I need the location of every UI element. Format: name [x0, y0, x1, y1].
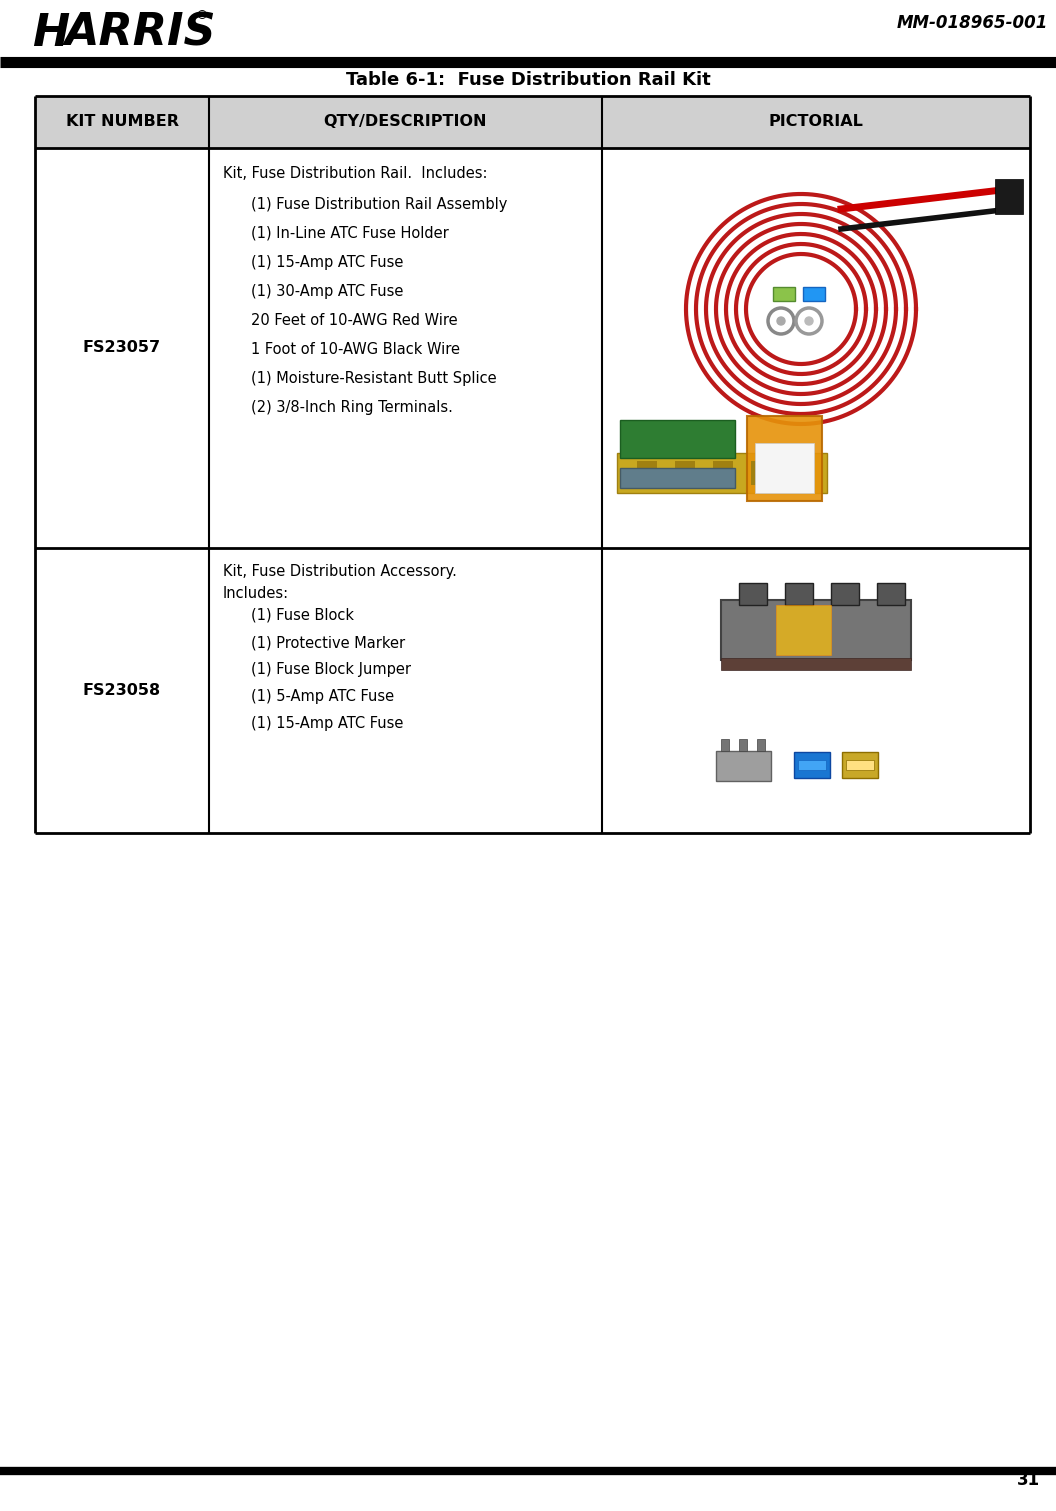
Bar	[831, 583, 859, 604]
Text: ®: ®	[195, 9, 207, 23]
Text: (1) Fuse Block Jumper: (1) Fuse Block Jumper	[251, 662, 411, 677]
Text: (1) 15-Amp ATC Fuse: (1) 15-Amp ATC Fuse	[251, 255, 403, 270]
Text: PICTORIAL: PICTORIAL	[769, 115, 864, 130]
Bar	[739, 583, 767, 604]
Text: (1) Protective Marker: (1) Protective Marker	[251, 635, 406, 650]
Bar	[751, 461, 771, 485]
Bar	[776, 604, 831, 654]
Text: Kit, Fuse Distribution Rail.  Includes:: Kit, Fuse Distribution Rail. Includes:	[223, 166, 488, 181]
Bar	[876, 583, 905, 604]
Bar	[995, 178, 1023, 215]
Text: (1) In-Line ATC Fuse Holder: (1) In-Line ATC Fuse Holder	[251, 227, 449, 240]
Text: (1) 30-Amp ATC Fuse: (1) 30-Amp ATC Fuse	[251, 284, 403, 299]
Bar	[35, 148, 1030, 548]
Text: FS23058: FS23058	[83, 683, 162, 698]
Bar	[35, 548, 1030, 833]
Bar	[773, 287, 795, 301]
Text: 20 Feet of 10-AWG Red Wire: 20 Feet of 10-AWG Red Wire	[251, 313, 457, 328]
Bar	[35, 97, 1030, 148]
Bar	[721, 600, 911, 660]
Text: (1) Fuse Distribution Rail Assembly: (1) Fuse Distribution Rail Assembly	[251, 196, 507, 212]
Bar	[620, 468, 735, 488]
Text: MM-018965-001: MM-018965-001	[897, 14, 1048, 32]
Bar	[842, 752, 878, 778]
Text: Kit, Fuse Distribution Accessory.: Kit, Fuse Distribution Accessory.	[223, 564, 457, 579]
Text: (2) 3/8-Inch Ring Terminals.: (2) 3/8-Inch Ring Terminals.	[251, 400, 453, 416]
Text: ARRIS: ARRIS	[65, 12, 216, 54]
Text: 31: 31	[1017, 1472, 1040, 1488]
Text: (1) Moisture-Resistant Butt Splice: (1) Moisture-Resistant Butt Splice	[251, 372, 496, 385]
Circle shape	[777, 317, 785, 325]
Bar	[789, 461, 809, 485]
Text: FS23057: FS23057	[83, 340, 162, 355]
Bar	[798, 760, 826, 771]
Text: 1 Foot of 10-AWG Black Wire: 1 Foot of 10-AWG Black Wire	[251, 341, 460, 357]
Bar	[794, 752, 830, 778]
Bar	[721, 739, 729, 751]
Bar	[846, 760, 874, 771]
Bar	[716, 751, 771, 781]
Text: QTY/DESCRIPTION: QTY/DESCRIPTION	[324, 115, 487, 130]
Bar	[803, 287, 825, 301]
Bar	[739, 739, 747, 751]
Text: Includes:: Includes:	[223, 586, 289, 601]
Bar	[675, 461, 695, 485]
Bar	[757, 739, 765, 751]
Text: H: H	[32, 12, 70, 54]
Text: KIT NUMBER: KIT NUMBER	[65, 115, 178, 130]
Bar	[617, 453, 827, 493]
Text: (1) 5-Amp ATC Fuse: (1) 5-Amp ATC Fuse	[251, 689, 394, 704]
Bar	[637, 461, 657, 485]
Bar	[721, 657, 911, 669]
Text: (1) Fuse Block: (1) Fuse Block	[251, 607, 354, 623]
Text: (1) 15-Amp ATC Fuse: (1) 15-Amp ATC Fuse	[251, 716, 403, 731]
Bar	[785, 583, 813, 604]
Bar	[620, 420, 735, 458]
Bar	[713, 461, 733, 485]
Text: Table 6-1:  Fuse Distribution Rail Kit: Table 6-1: Fuse Distribution Rail Kit	[345, 71, 711, 89]
Circle shape	[805, 317, 813, 325]
Bar	[747, 416, 822, 502]
Bar	[755, 443, 814, 493]
